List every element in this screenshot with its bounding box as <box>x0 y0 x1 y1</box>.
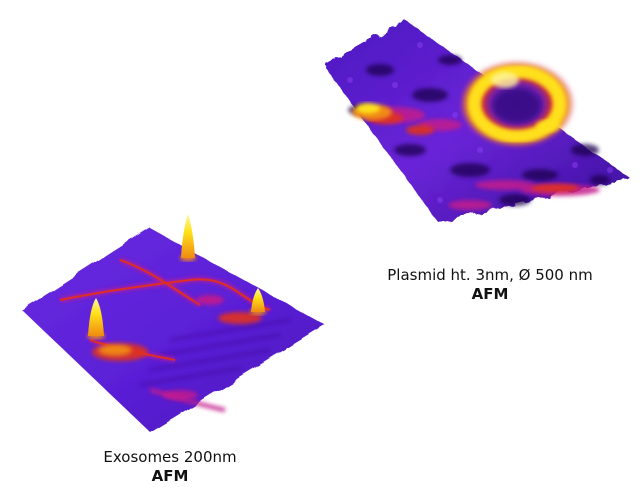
plasmid-method-label: AFM <box>471 285 509 303</box>
exosomes-caption-text: Exosomes 200nm <box>103 448 237 466</box>
exosome-peak <box>180 214 196 261</box>
exosome-peak <box>250 288 266 315</box>
exosomes-caption: Exosomes 200nm AFM <box>60 448 280 486</box>
plasmid-ring <box>459 60 575 148</box>
plasmid-caption: Plasmid ht. 3nm, Ø 500 nm AFM <box>365 266 615 304</box>
plasmid-afm-image <box>324 20 630 222</box>
exosome-peak <box>87 298 105 339</box>
exosomes-method-label: AFM <box>151 467 189 485</box>
exosomes-afm-image <box>22 214 325 432</box>
plasmid-caption-text: Plasmid ht. 3nm, Ø 500 nm <box>387 266 593 284</box>
